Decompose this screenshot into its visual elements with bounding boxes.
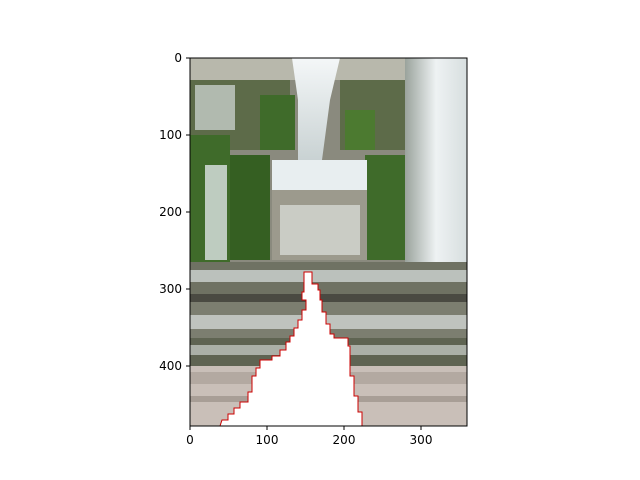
y-tick-label: 0 (174, 51, 182, 65)
y-tick-label: 300 (159, 282, 182, 296)
y-tick-label: 200 (159, 205, 182, 219)
x-tick-label: 100 (256, 433, 279, 447)
y-axis: 0 100 200 300 400 (159, 51, 190, 373)
segmentation-mask (219, 271, 363, 427)
x-tick-label: 0 (186, 433, 194, 447)
x-tick-label: 300 (410, 433, 433, 447)
x-axis: 0 100 200 300 (186, 426, 432, 447)
y-tick-label: 400 (159, 359, 182, 373)
axes-frame (189, 57, 468, 427)
y-tick-label: 100 (159, 128, 182, 142)
x-tick-label: 200 (333, 433, 356, 447)
